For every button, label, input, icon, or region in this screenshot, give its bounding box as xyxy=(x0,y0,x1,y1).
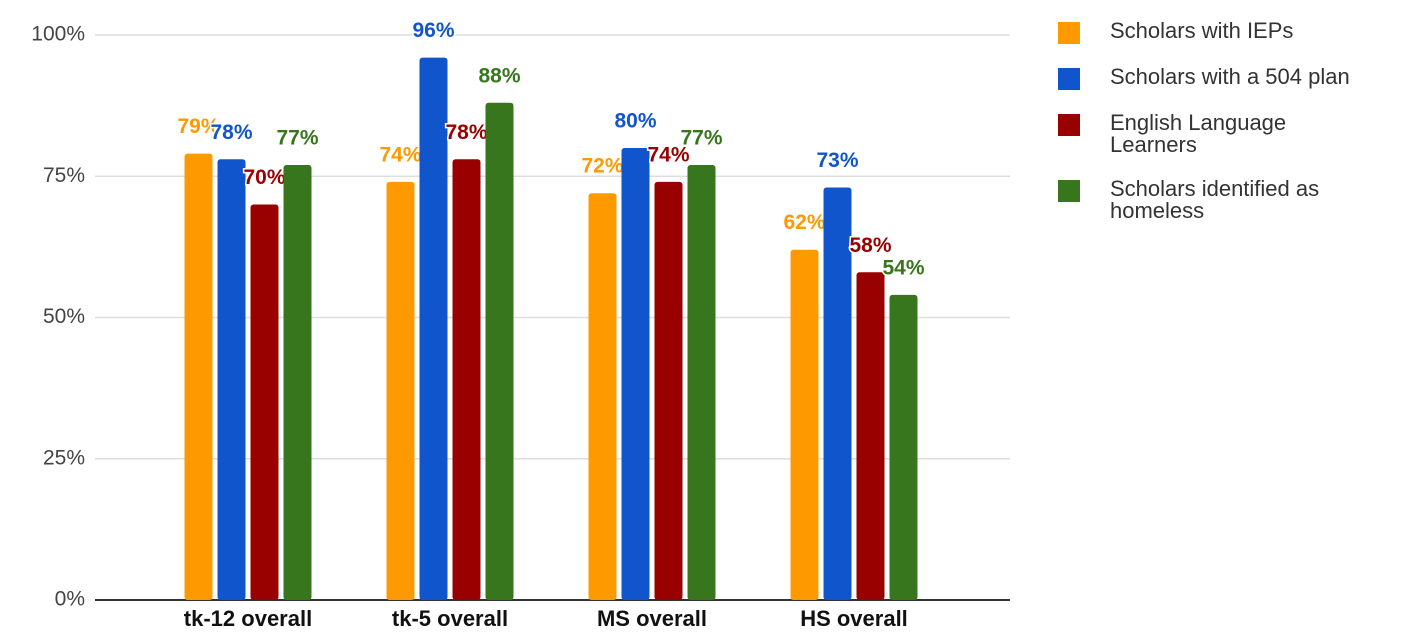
value-label: 77% xyxy=(680,126,722,149)
x-tick-label: tk-5 overall xyxy=(392,606,508,631)
chart: 0%25%50%75%100%tk-12 overall79%78%70%77%… xyxy=(31,18,1010,631)
value-label: 79% xyxy=(177,115,219,138)
legend-item: Scholars identified as homeless xyxy=(1058,178,1398,222)
x-tick-label: HS overall xyxy=(800,606,908,631)
bar xyxy=(687,164,716,600)
y-tick-label: 25% xyxy=(43,446,85,469)
value-label: 78% xyxy=(210,121,252,144)
legend: Scholars with IEPs Scholars with a 504 pl… xyxy=(1058,20,1398,244)
legend-item: Scholars with a 504 plan xyxy=(1058,66,1398,90)
value-label: 78% xyxy=(445,121,487,144)
bar xyxy=(588,193,617,600)
value-label: 80% xyxy=(614,110,656,133)
bar xyxy=(889,294,918,600)
legend-label: Scholars with a 504 plan xyxy=(1110,64,1350,89)
bar xyxy=(856,272,885,600)
bar xyxy=(419,57,448,601)
bar xyxy=(823,187,852,601)
value-label: 73% xyxy=(816,149,858,172)
bar xyxy=(283,164,312,600)
y-tick-label: 100% xyxy=(31,23,85,46)
legend-swatch xyxy=(1058,68,1080,90)
bar xyxy=(217,159,246,601)
legend-label: Scholars with IEPs xyxy=(1110,18,1294,43)
bar xyxy=(250,204,279,600)
legend-label: English Language Learners xyxy=(1110,110,1287,157)
value-label: 74% xyxy=(647,143,689,166)
bar xyxy=(485,102,514,601)
legend-swatch xyxy=(1058,22,1080,44)
value-label: 77% xyxy=(276,126,318,149)
value-label: 54% xyxy=(882,256,924,279)
value-label: 62% xyxy=(783,211,825,234)
bar xyxy=(654,181,683,600)
legend-swatch xyxy=(1058,114,1080,136)
bar xyxy=(790,249,819,600)
bar xyxy=(452,159,481,601)
value-label: 74% xyxy=(379,143,421,166)
x-tick-label: tk-12 overall xyxy=(184,606,312,631)
legend-swatch xyxy=(1058,180,1080,202)
y-tick-label: 50% xyxy=(43,305,85,328)
legend-label: Scholars identified as homeless xyxy=(1110,176,1320,223)
value-label: 72% xyxy=(581,155,623,178)
value-label: 70% xyxy=(243,166,285,189)
bar xyxy=(621,148,650,600)
y-tick-label: 0% xyxy=(55,588,85,611)
legend-item: English Language Learners xyxy=(1058,112,1398,156)
value-label: 58% xyxy=(849,234,891,257)
value-label: 88% xyxy=(478,64,520,87)
x-tick-label: MS overall xyxy=(597,606,707,631)
value-label: 96% xyxy=(412,19,454,42)
y-tick-label: 75% xyxy=(43,164,85,187)
bar xyxy=(184,153,213,600)
bar xyxy=(386,181,415,600)
legend-item: Scholars with IEPs xyxy=(1058,20,1398,44)
